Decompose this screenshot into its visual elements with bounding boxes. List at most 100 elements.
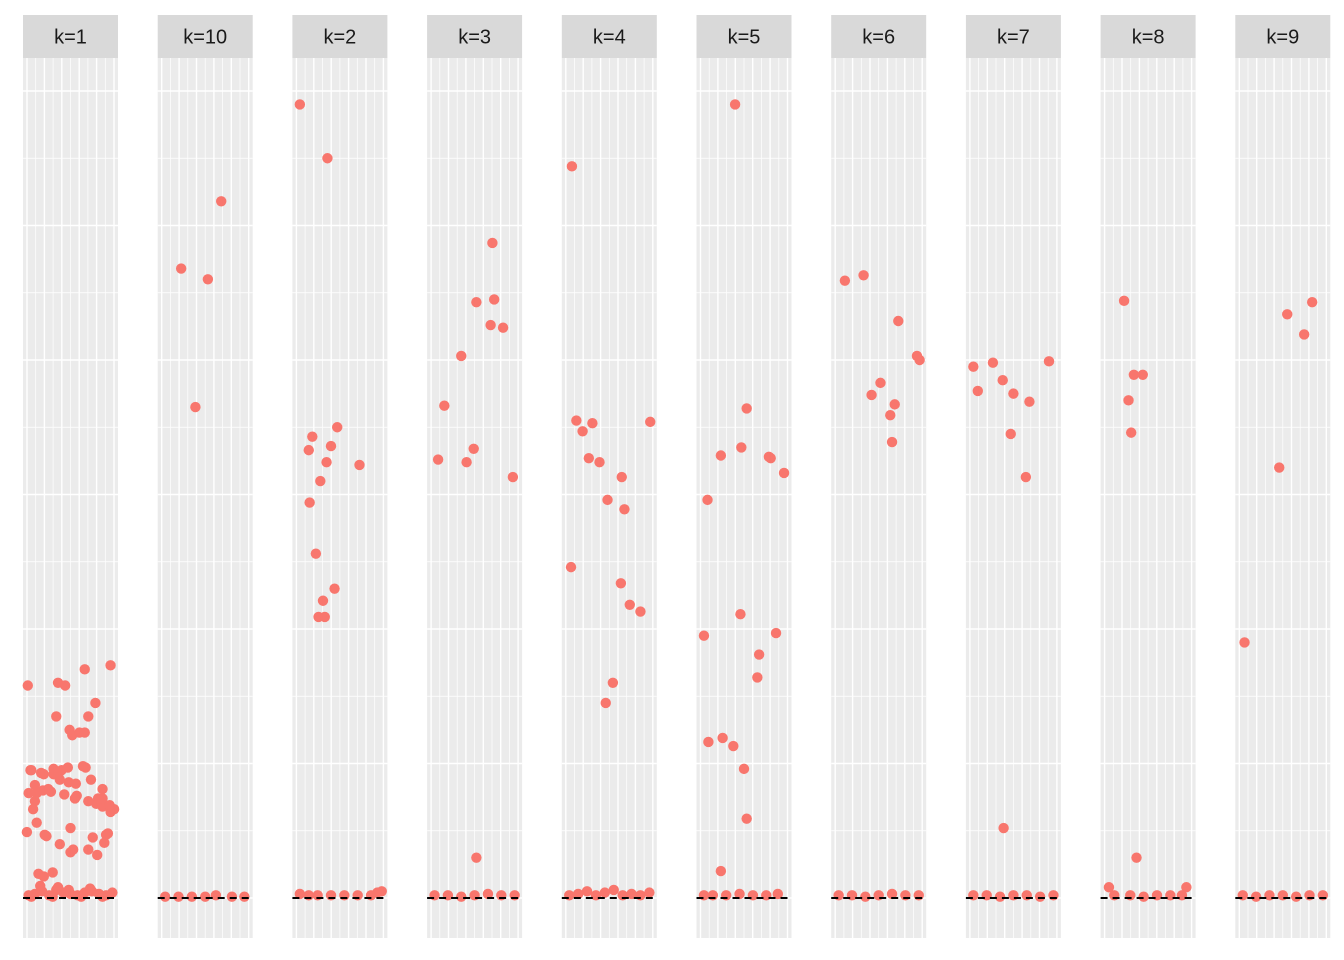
data-point <box>190 401 201 413</box>
data-point <box>1008 388 1019 399</box>
data-point <box>79 727 90 738</box>
data-point <box>485 319 496 331</box>
facet-strip <box>1100 15 1196 58</box>
data-point <box>47 867 58 878</box>
data-point <box>319 611 330 623</box>
facet-strip <box>696 15 792 58</box>
data-point <box>600 697 611 709</box>
facet-panel: k=7 <box>965 15 1061 938</box>
data-point <box>303 444 314 456</box>
facet-panel: k=10 <box>157 15 253 938</box>
data-point <box>602 494 613 506</box>
data-point <box>23 787 34 799</box>
data-point <box>1138 891 1149 902</box>
data-point <box>226 891 238 902</box>
data-point <box>571 415 582 426</box>
data-point <box>322 153 333 164</box>
data-point <box>376 886 387 897</box>
data-point <box>482 888 494 900</box>
data-point <box>100 829 112 840</box>
facet-strip <box>427 15 523 58</box>
facet-strip <box>157 15 253 58</box>
data-point <box>439 400 450 411</box>
data-point <box>772 888 784 900</box>
facet-strip <box>1235 15 1331 58</box>
data-point <box>635 606 646 617</box>
data-point <box>587 418 598 429</box>
data-point <box>1128 369 1140 380</box>
data-point <box>577 426 588 437</box>
data-point <box>770 627 782 639</box>
data-point <box>186 891 198 902</box>
data-point <box>624 599 635 610</box>
data-point <box>728 740 739 752</box>
data-point <box>173 891 184 902</box>
data-point <box>717 732 728 744</box>
data-point <box>29 795 41 807</box>
data-point <box>97 783 108 795</box>
data-point <box>735 609 746 620</box>
data-point <box>52 882 64 893</box>
data-point <box>619 504 630 515</box>
data-point <box>839 275 851 286</box>
data-point <box>64 724 75 736</box>
data-point <box>51 711 62 722</box>
data-point <box>48 763 59 775</box>
data-point <box>38 769 49 780</box>
facet-panel: k=8 <box>1100 15 1196 938</box>
data-point <box>62 762 74 773</box>
data-point <box>468 443 479 454</box>
data-point <box>31 817 42 828</box>
data-point <box>1005 428 1016 440</box>
data-point <box>487 237 498 249</box>
data-point <box>67 844 79 855</box>
data-point <box>105 660 116 671</box>
data-point <box>738 763 750 775</box>
data-point <box>59 680 71 691</box>
facet-label: k=7 <box>997 27 1030 49</box>
data-point <box>26 891 37 902</box>
facet-strip <box>292 15 388 58</box>
data-point <box>914 354 925 366</box>
data-point <box>54 774 66 785</box>
data-point <box>753 649 765 660</box>
data-point <box>92 793 104 804</box>
data-point <box>304 497 315 508</box>
data-point <box>698 630 710 641</box>
data-point <box>736 442 747 453</box>
data-point <box>461 457 472 468</box>
data-point <box>1131 852 1142 863</box>
data-point <box>715 450 727 461</box>
data-point <box>354 459 365 471</box>
data-point <box>715 865 727 877</box>
facet-label: k=2 <box>323 27 356 49</box>
data-point <box>332 422 343 433</box>
data-point <box>87 832 98 843</box>
data-point <box>1250 891 1262 902</box>
data-point <box>507 471 519 483</box>
data-point <box>644 887 655 898</box>
data-point <box>1298 329 1310 340</box>
data-point <box>27 804 39 815</box>
data-point <box>972 385 983 397</box>
facet-label: k=8 <box>1132 27 1165 49</box>
facet-strip <box>831 15 927 58</box>
data-point <box>79 664 90 675</box>
data-point <box>885 409 896 421</box>
data-point <box>35 880 46 892</box>
data-point <box>497 322 509 333</box>
data-point <box>29 779 41 791</box>
data-point <box>1125 427 1137 438</box>
data-point <box>99 837 110 849</box>
data-point <box>75 891 87 902</box>
data-point <box>581 886 593 897</box>
data-point <box>741 813 752 824</box>
facet-panel: k=1 <box>21 15 120 938</box>
data-point <box>39 829 50 840</box>
data-point <box>294 888 306 900</box>
data-point <box>329 583 340 594</box>
data-point <box>1020 471 1032 483</box>
data-point <box>607 677 619 688</box>
data-point <box>85 774 97 785</box>
data-point <box>63 884 74 896</box>
